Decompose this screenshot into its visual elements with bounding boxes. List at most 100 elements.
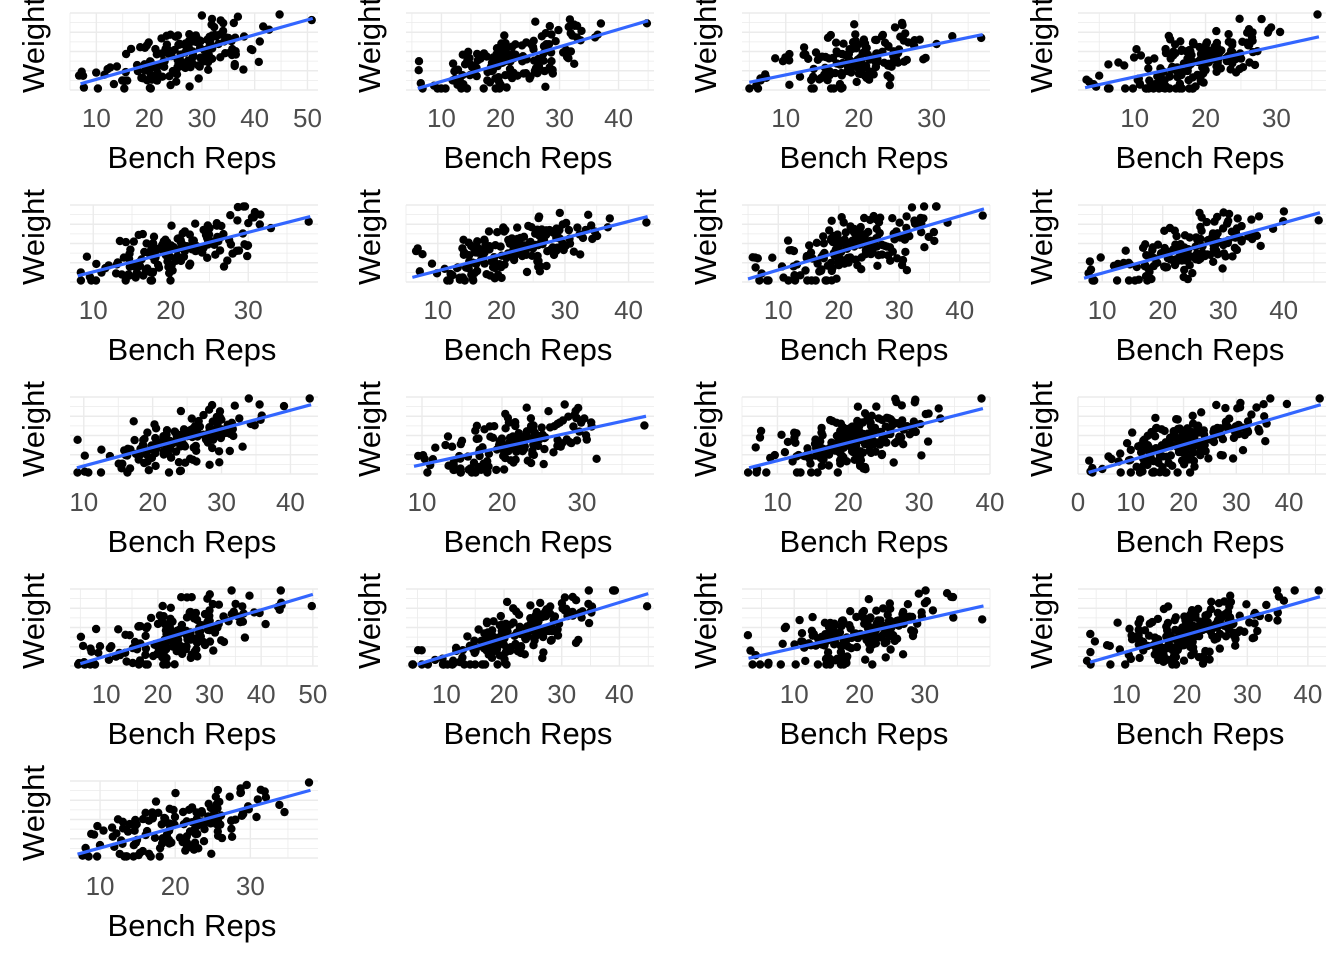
data-point [234,246,244,255]
data-point [812,238,821,247]
data-point [155,852,164,861]
data-point [1237,237,1246,246]
data-point [79,83,89,92]
data-point [173,234,182,243]
data-point [471,426,480,435]
data-point [129,262,139,271]
data-point [877,450,886,460]
data-point [840,259,849,268]
data-point [743,468,753,477]
data-point [1125,624,1134,633]
x-tick-label: 40 [614,295,643,325]
y-axis-title: Weight [688,189,723,285]
data-point [845,621,854,630]
data-point [215,407,225,416]
data-point [112,829,121,838]
x-axis-title: Bench Reps [108,524,277,559]
data-point [885,81,894,90]
data-point [146,613,156,623]
data-point [124,270,133,279]
data-point [506,52,516,61]
scatter-points [745,18,986,93]
data-point [496,242,505,251]
data-point [168,66,178,76]
data-point [816,450,826,459]
data-point [831,68,840,78]
data-point [852,642,862,652]
data-point [522,403,531,412]
data-point [531,17,540,26]
data-point [1219,208,1228,217]
data-point [482,645,491,654]
data-point [1197,77,1206,86]
data-point [143,264,152,273]
data-point [1153,72,1162,81]
data-point [463,632,472,641]
data-point [1086,647,1095,657]
data-point [901,29,910,38]
data-point [833,468,842,477]
x-tick-label: 10 [427,103,456,133]
data-point [860,39,870,48]
data-point [448,59,458,68]
data-point [1179,656,1189,665]
data-point [129,237,138,246]
data-point [556,442,565,451]
data-point [752,468,761,477]
x-tick-label: 20 [143,679,172,709]
data-point [107,823,117,832]
data-point [195,62,204,71]
data-point [1180,231,1190,240]
data-point [226,211,235,220]
data-point [513,647,523,656]
data-point [785,246,794,255]
data-point [1217,614,1226,623]
data-point [1186,47,1195,56]
x-tick-label: 10 [763,487,792,517]
data-point [542,261,551,271]
data-point [843,652,852,661]
data-point [885,632,894,641]
data-point [162,40,172,49]
data-point [908,428,917,437]
data-point [509,604,518,613]
data-point [837,453,846,462]
data-point [850,20,859,29]
data-point [138,229,147,239]
data-point [158,72,167,81]
data-point [783,437,793,447]
data-point [208,443,217,453]
data-point [196,632,205,641]
data-point [1226,591,1235,600]
data-point [1158,83,1167,93]
data-point [1260,412,1269,421]
x-axis-title: Bench Reps [444,140,613,175]
data-point [86,644,95,653]
data-point [892,616,902,626]
y-axis-title: Weight [16,0,51,93]
data-point [766,453,775,463]
data-point [157,34,166,43]
data-point [539,459,548,469]
data-point [449,465,458,475]
x-tick-label: 30 [207,487,236,517]
data-point [187,414,196,423]
data-point [486,271,495,280]
data-point [171,788,180,798]
data-point [817,52,827,61]
data-point [143,660,152,669]
data-point [1188,268,1197,278]
data-point [448,660,457,669]
data-point [884,41,893,51]
data-point [175,40,184,49]
data-point [917,451,926,460]
data-point [111,269,121,278]
data-point [821,276,830,285]
facet-panel: 10 20 30 Bench Reps Weight [688,0,990,175]
data-point [1221,632,1231,641]
data-point [228,249,237,258]
data-point [489,617,498,626]
data-point [554,25,563,35]
data-point [910,219,920,228]
